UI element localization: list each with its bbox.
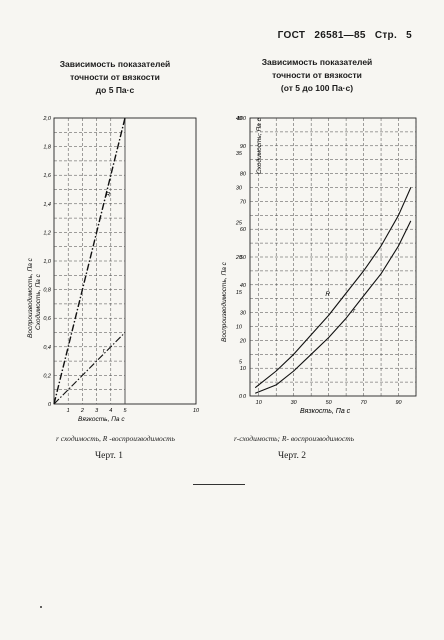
chart2-x-tick-label: 30 — [291, 400, 298, 406]
chart2-series: Rr — [254, 187, 412, 394]
chart2-x-tick-label: 50 — [326, 400, 333, 406]
figure2-title-line: (от 5 до 100 Па·с) — [280, 83, 354, 93]
chart2-y-inner-tick-label: 40 — [236, 116, 243, 122]
chart1-y-tick-label: 2,0 — [42, 116, 52, 122]
chart1-y-tick-label: 1,4 — [43, 202, 51, 208]
chart2-xlabel: Вязкость, Па с — [300, 408, 351, 415]
chart2-y-left-tick-label: 0 — [243, 394, 247, 400]
chart2-y-left-tick-label: 30 — [240, 311, 247, 317]
chart2-y-inner-tick-label: 20 — [235, 255, 243, 261]
figure1-title: Зависимость показателей точности от вязк… — [40, 58, 190, 97]
chart2-x-tick-label: 10 — [256, 400, 263, 406]
chart2-y-left-tick-label: 20 — [239, 338, 247, 344]
chart2-y-left-tick-label: 100 — [237, 116, 247, 122]
figure2-caption: r-сходимость; R- воспроизводимость — [234, 434, 355, 443]
chart1-y-tick-label: 0,8 — [43, 288, 52, 294]
chart2-y-inner-tick-label: 35 — [236, 151, 243, 157]
chart2-tick-labels: 0102030405060708090100051015202530354010… — [235, 116, 403, 406]
page-header: ГОСТ 26581—85 Стр. 5 — [272, 30, 412, 41]
chart2-x-tick-label: 90 — [395, 400, 402, 406]
chart1-series: Rr — [53, 117, 126, 405]
chart2-y-left-tick-label: 50 — [240, 255, 247, 261]
chart2-x-tick-label: 70 — [361, 400, 368, 406]
chart1-y-tick-label: 1,2 — [43, 230, 51, 236]
page-label: Стр. — [374, 30, 398, 41]
figure1-caption: r сходимость, R -воспроизводимость — [56, 434, 175, 443]
chart2-y-left-tick-label: 70 — [240, 199, 247, 205]
chart1-ylabel-inner: Сходимость, Па с — [34, 273, 42, 330]
chart1-grid — [53, 117, 197, 405]
chart1-y-tick-label: 0,4 — [43, 345, 51, 351]
figure1-title-line: Зависимость показателей — [59, 59, 171, 69]
figure2-title: Зависимость показателей точности от вязк… — [232, 56, 402, 95]
standard-number: 26581—85 — [314, 30, 366, 41]
chart2-y-inner-tick-label: 10 — [236, 325, 243, 331]
chart2-y-left-tick-label: 40 — [240, 283, 247, 289]
chart1-series-line-r — [53, 332, 126, 405]
chart1-y-tick-label: 1,0 — [43, 259, 52, 265]
chart1-xlabel: Вязкость, Па с — [78, 416, 125, 423]
page-speck — [40, 606, 42, 608]
chart2-y-inner-tick-label: 30 — [236, 186, 243, 192]
figure1-title-line: точности от вязкости — [70, 72, 160, 82]
chart1-series-line-R — [53, 117, 126, 405]
chart1-y-tick-label: 1,6 — [43, 173, 52, 179]
chart1-y-tick-label: 1,8 — [43, 145, 52, 151]
chart1-tick-labels: 0 0,2 0,4 0,6 0,8 1,0 1,2 1,4 1,6 1,8 2,0 1 2 3 4 5 10 — [42, 116, 200, 414]
chart2-series-line-R — [254, 187, 412, 389]
figure2-title-line: Зависимость показателей — [261, 57, 373, 67]
chart1-x-tick-label: 3 — [95, 408, 99, 414]
chart2-series-line-r — [254, 220, 412, 394]
chart2-ylabel-outer: Воспроизводимость, Па с — [220, 261, 228, 342]
chart2-y-inner-tick-label: 5 — [239, 359, 243, 365]
chart2-series-label-R: R — [325, 291, 330, 298]
chart-1: 0 0,2 0,4 0,6 0,8 1,0 1,2 1,4 1,6 1,8 2,0 1 2 3 4 5 10 R… — [26, 116, 200, 423]
page-number: 5 — [406, 30, 412, 41]
chart2-ylabel-inner: Сходимость, Па с — [255, 117, 263, 174]
figure2-title-line: точности от вязкости — [272, 70, 362, 80]
figure1-label: Черт. 1 — [95, 451, 123, 461]
chart2-series-label-r: r — [353, 308, 356, 315]
chart2-y-inner-tick-label: 15 — [236, 290, 243, 296]
chart2-grid — [249, 117, 417, 397]
chart1-series-label-R: R — [106, 192, 111, 199]
chart2-y-left-tick-label: 10 — [240, 366, 247, 372]
chart1-x-tick-label: 5 — [123, 408, 127, 414]
chart1-x-tick-label: 1 — [67, 408, 70, 414]
standard-label: ГОСТ — [277, 30, 306, 41]
chart2-y-inner-tick-label: 25 — [235, 220, 243, 226]
chart2-y-inner-tick-label: 0 — [239, 394, 243, 400]
divider-rule — [193, 484, 245, 485]
chart1-y-tick-label: 0,6 — [43, 316, 52, 322]
chart1-x-tick-label: 2 — [80, 408, 84, 414]
chart1-ylabel-outer: Воспроизводимость, Па с — [26, 257, 34, 338]
chart1-y-tick-label: 0,2 — [43, 373, 51, 379]
chart1-y-tick-label: 0 — [48, 402, 52, 408]
chart2-y-left-tick-label: 80 — [240, 172, 247, 178]
chart1-x-tick-label: 10 — [193, 408, 200, 414]
chart1-series-label-r: r — [103, 348, 106, 355]
figure1-title-line: до 5 Па·с — [95, 85, 135, 95]
chart1-x-tick-label: 4 — [109, 408, 112, 414]
figure2-label: Черт. 2 — [278, 451, 306, 461]
chart2-y-left-tick-label: 90 — [240, 144, 247, 150]
chart-2: 0102030405060708090100051015202530354010… — [220, 116, 417, 415]
chart2-y-left-tick-label: 60 — [240, 227, 247, 233]
